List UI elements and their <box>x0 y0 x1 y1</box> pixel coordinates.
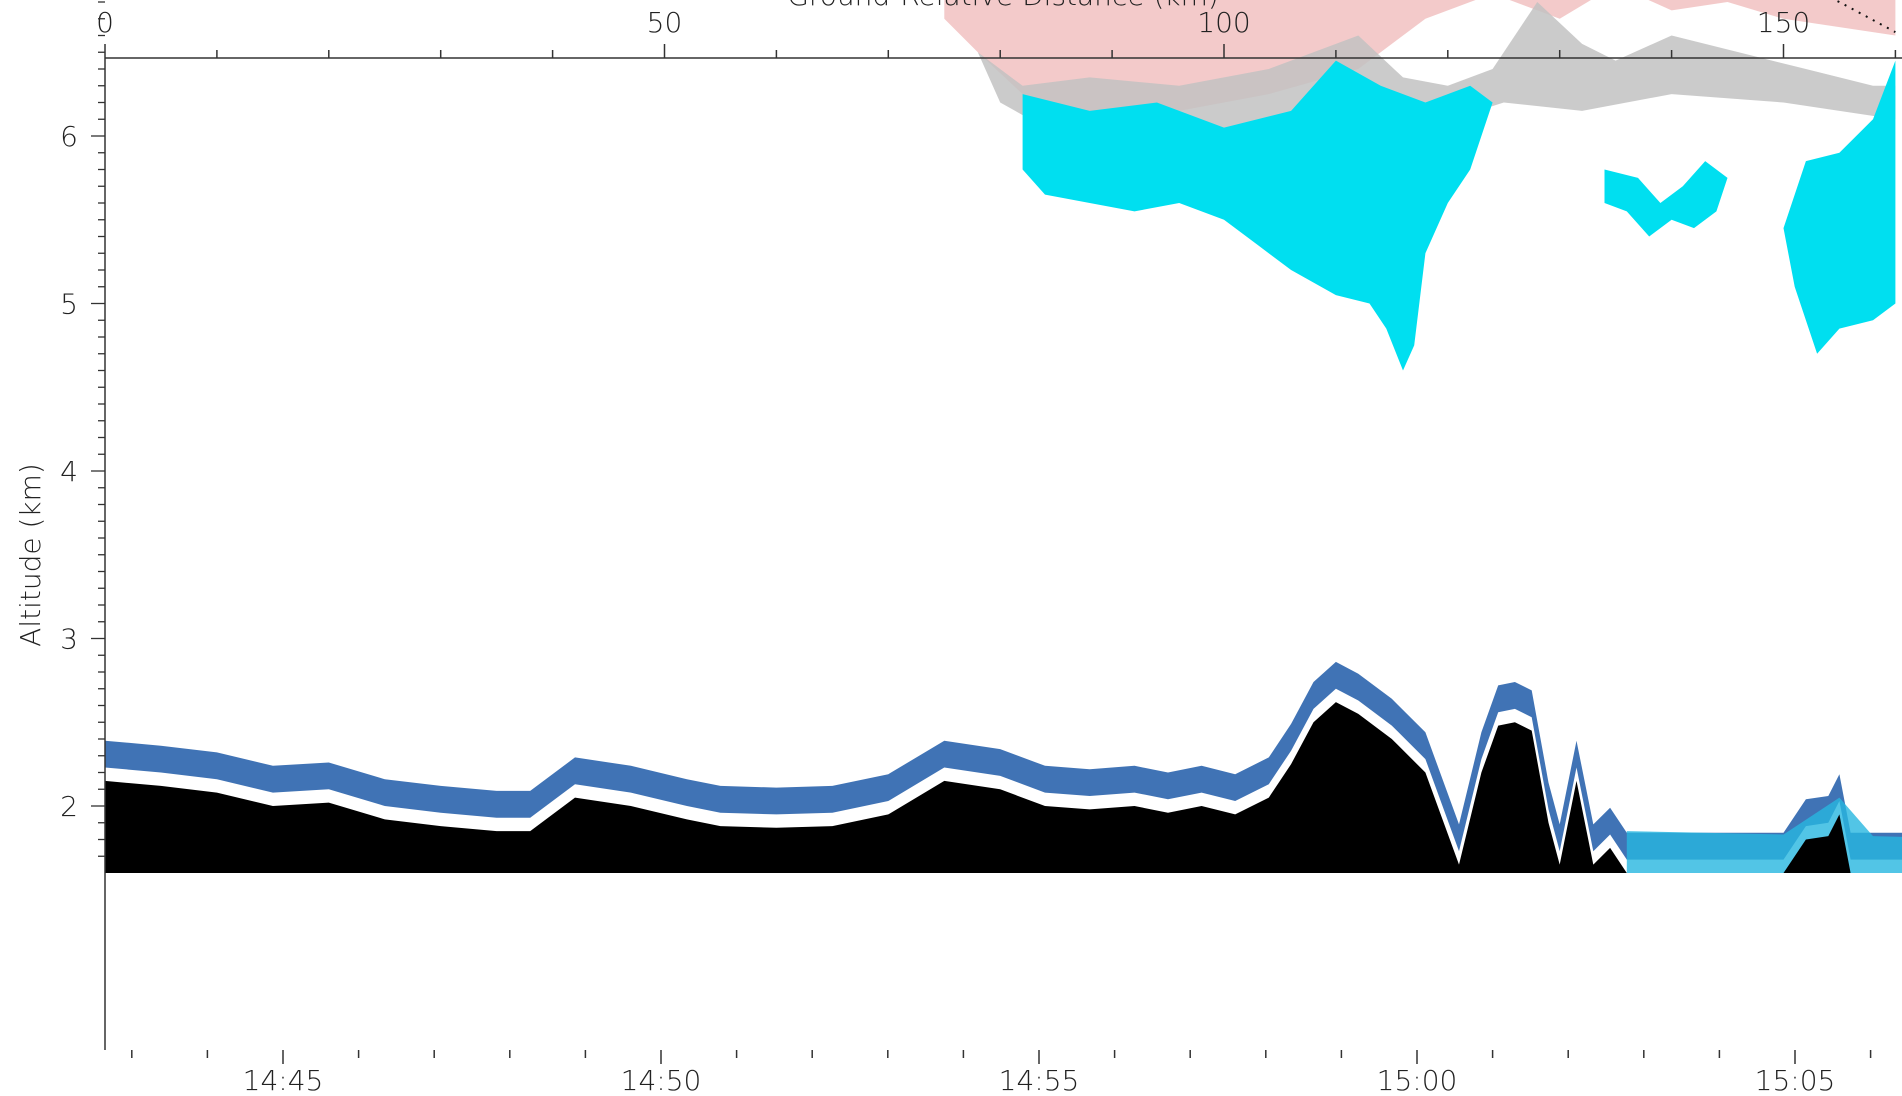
left-axis-tick-label: 6 <box>60 120 78 153</box>
bottom-axis-tick-label: 14:45 <box>243 1064 324 1096</box>
left-axis-tick-label: 4 <box>60 455 78 488</box>
low-level-aerosol <box>1626 797 1902 873</box>
boundary-layer-aerosol <box>105 661 1902 860</box>
left-axis-title: Altitude (km) <box>14 463 47 647</box>
left-axis-tick-label: 2 <box>60 790 78 823</box>
top-axis-tick-label: 50 <box>647 6 683 39</box>
bottom-axis-tick-label: 14:50 <box>621 1064 702 1096</box>
bottom-mask <box>0 1050 1902 1096</box>
bottom-axis-tick-label: 14:55 <box>999 1064 1080 1096</box>
cyan-cloud-main <box>1022 60 1493 371</box>
terrain-surface <box>105 702 1902 873</box>
bottom-axis-tick-label: 15:05 <box>1755 1064 1836 1096</box>
top-axis-title: Ground-Relative Distance (km) <box>787 0 1219 12</box>
cyan-cloud-patch <box>1604 161 1728 237</box>
left-axis-tick-label: 3 <box>60 623 78 656</box>
left-axis-tick-label: 5 <box>60 288 78 321</box>
top-axis-tick-label: 100 <box>1197 6 1250 39</box>
top-axis-tick-label: 0 <box>96 6 114 39</box>
top-axis-tick-label: 150 <box>1757 6 1810 39</box>
cyan-cloud-right <box>1783 60 1896 354</box>
grey-cloud-band <box>977 2 1896 145</box>
bottom-axis-tick-label: 15:00 <box>1377 1064 1458 1096</box>
